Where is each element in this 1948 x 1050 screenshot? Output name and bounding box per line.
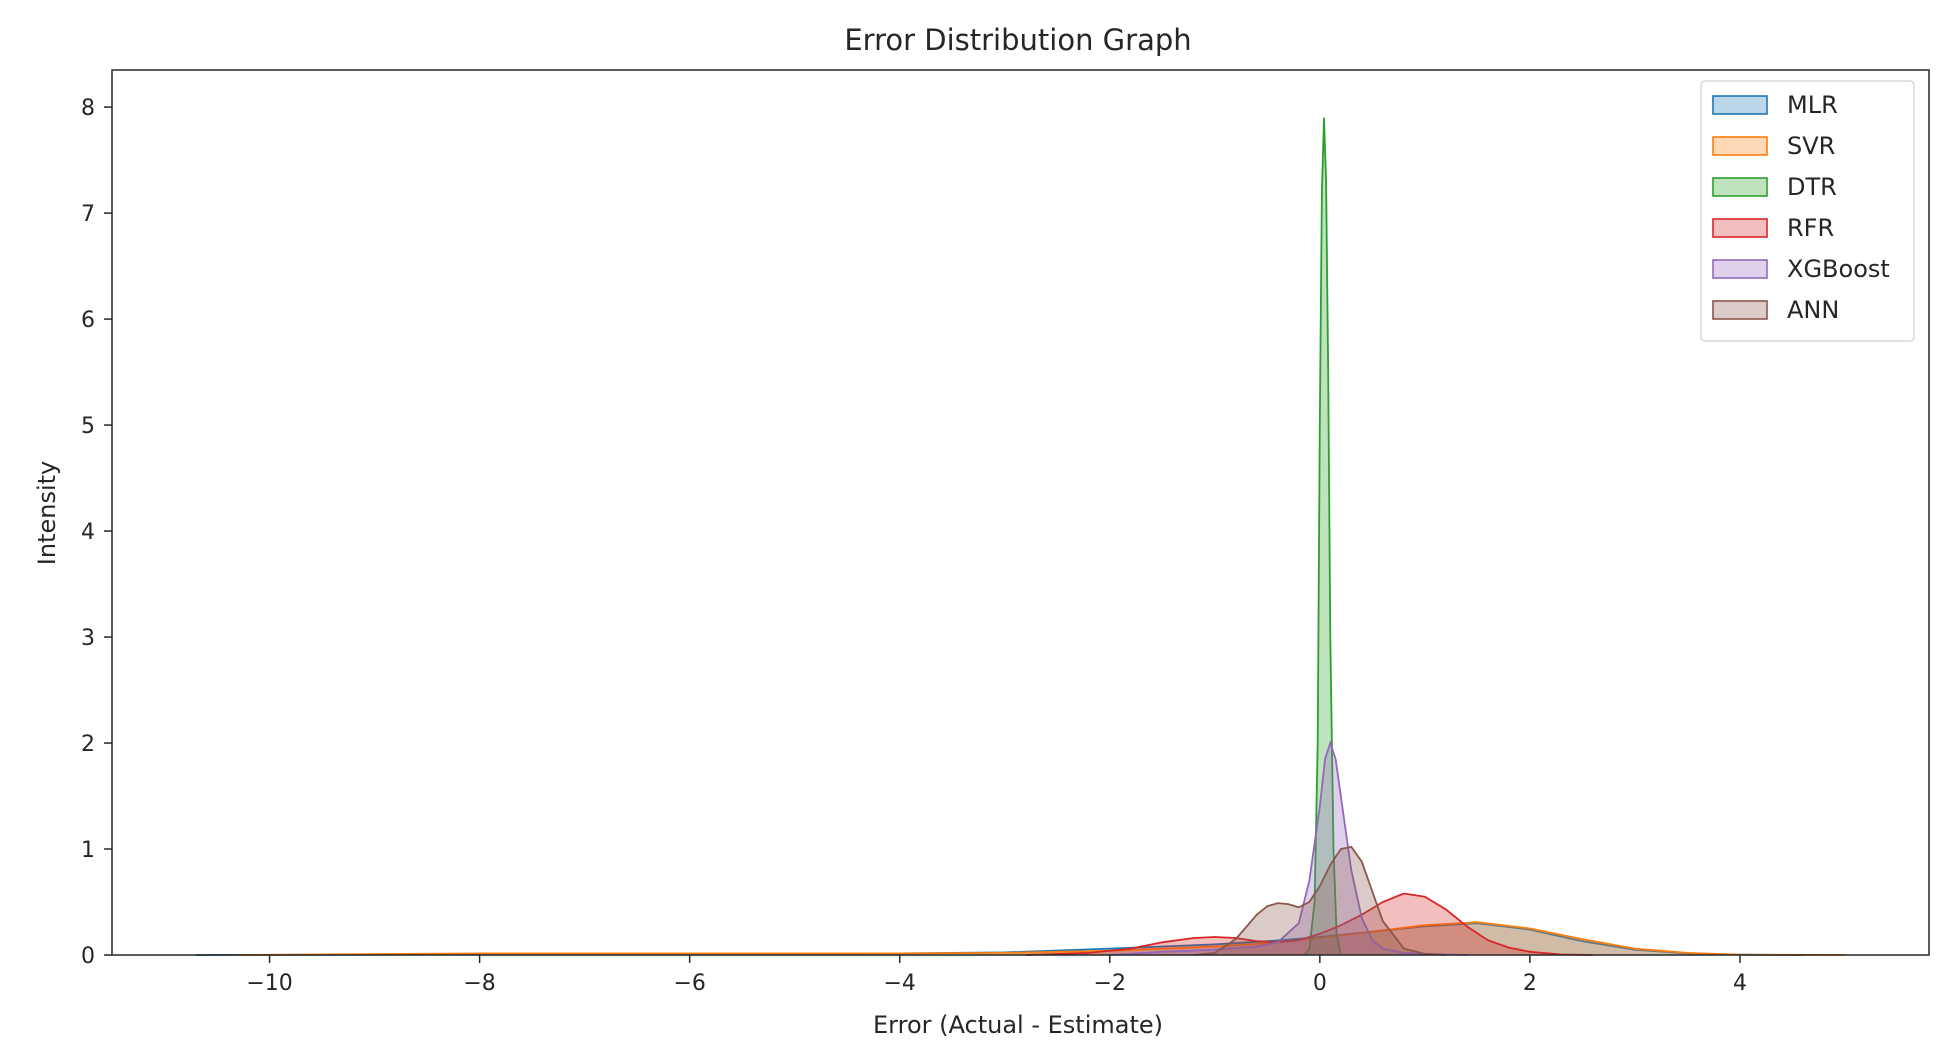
series-area-svr (238, 922, 1845, 955)
x-tick-label: 0 (1313, 971, 1327, 996)
legend-label-dtr: DTR (1787, 173, 1837, 201)
x-tick-label: −10 (246, 971, 292, 996)
y-tick-label: 2 (81, 732, 95, 757)
x-tick-label: −6 (673, 971, 705, 996)
y-tick-label: 4 (81, 520, 95, 545)
legend-swatch-ann (1712, 300, 1768, 320)
series-line-ann (1193, 845, 1446, 956)
x-tick-label: −2 (1094, 971, 1126, 996)
x-tick-label: −4 (883, 971, 915, 996)
legend-swatch-dtr (1712, 177, 1768, 197)
plot-frame (111, 69, 1930, 956)
legend-label-svr: SVR (1787, 132, 1835, 160)
series-line-rfr (1025, 892, 1593, 956)
x-tick-label: 4 (1733, 971, 1747, 996)
legend-swatch-rfr (1712, 218, 1768, 238)
series-layer (195, 117, 1846, 956)
legend-swatch-mlr (1712, 95, 1768, 115)
legend-label-mlr: MLR (1787, 91, 1838, 119)
x-tick-label: −8 (463, 971, 495, 996)
legend-label-xgboost: XGBoost (1787, 255, 1890, 283)
y-tick-label: 1 (81, 838, 95, 863)
legend: MLR SVR DTR RFR XGBoost ANN (1700, 80, 1915, 342)
y-axis-label: Intensity (33, 461, 61, 565)
y-axis: 0 1 2 3 4 5 6 7 8 (81, 96, 112, 969)
series-area-ann (1193, 846, 1446, 955)
series-area-mlr (196, 923, 1803, 955)
legend-label-rfr: RFR (1787, 214, 1834, 242)
y-tick-label: 7 (81, 202, 95, 227)
legend-label-ann: ANN (1787, 296, 1839, 324)
series-area-rfr (1025, 893, 1593, 955)
x-axis: −10 −8 −6 −4 −2 0 2 4 (246, 955, 1747, 996)
y-tick-label: 3 (81, 626, 95, 651)
series-line-dtr (1303, 117, 1342, 956)
y-tick-label: 6 (81, 308, 95, 333)
x-tick-label: 2 (1523, 971, 1537, 996)
chart-title: Error Distribution Graph (844, 23, 1191, 57)
legend-swatch-svr (1712, 136, 1768, 156)
legend-swatch-xgboost (1712, 259, 1768, 279)
x-axis-label: Error (Actual - Estimate) (873, 1011, 1163, 1039)
y-tick-label: 8 (81, 96, 95, 121)
y-tick-label: 5 (81, 414, 95, 439)
series-line-xgboost (1109, 740, 1467, 956)
legend-box (1700, 80, 1915, 342)
y-tick-label: 0 (81, 944, 95, 969)
series-line-svr (237, 921, 1846, 956)
